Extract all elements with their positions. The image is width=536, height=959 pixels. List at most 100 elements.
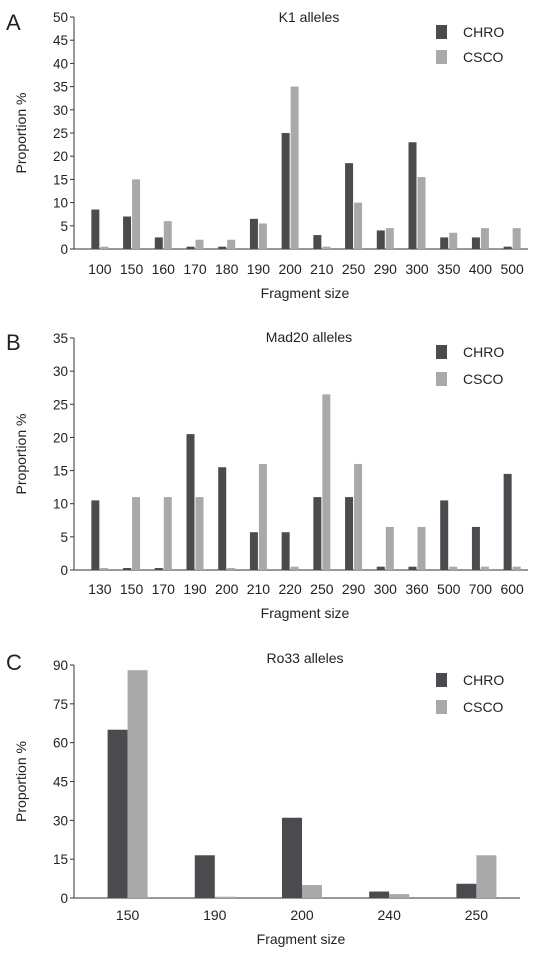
panel-c-bar-csco — [389, 894, 410, 898]
panel-c-x-axis-label: Fragment size — [257, 931, 346, 947]
panel-c-bar-csco — [214, 896, 235, 898]
panel-b-bar-chro — [249, 532, 258, 570]
panel-c-legend-label-csco: CSCO — [463, 699, 504, 715]
panel-a-bar-chro — [471, 237, 480, 249]
panel-c-bar-chro — [369, 891, 390, 898]
panel-c-x-tick-label: 200 — [290, 907, 314, 923]
panel-b-x-tick-label: 150 — [120, 581, 144, 597]
panel-a-bar-csco — [195, 239, 204, 249]
panel-c-y-tick-label: 90 — [53, 658, 68, 673]
panel-a-x-tick-label: 160 — [152, 261, 176, 277]
panel-c-x-tick-label: 240 — [378, 907, 402, 923]
panel-a-x-tick-label: 200 — [278, 261, 302, 277]
panel-b-bar-csco — [449, 566, 458, 570]
panel-a-bar-chro — [218, 246, 227, 249]
panel-c-y-tick-label: 75 — [53, 697, 68, 712]
panel-b-x-tick-label: 190 — [183, 581, 207, 597]
panel-c-y-tick-label: 0 — [60, 891, 68, 906]
panel-b-bar-chro — [503, 473, 512, 570]
panel-b-bar-csco — [163, 497, 172, 570]
panel-a-bar-chro — [249, 218, 258, 249]
panel-a-x-tick-label: 350 — [437, 261, 461, 277]
panel-c-y-tick-label: 60 — [53, 736, 68, 751]
panel-b-bar-csco — [480, 566, 489, 570]
panel-a-bar-chro — [503, 246, 512, 249]
panel-a-bar-chro — [376, 230, 385, 249]
panel-a-bar-csco — [512, 228, 521, 249]
panel-b-bar-chro — [313, 497, 322, 570]
panel-a-y-tick-label: 20 — [53, 149, 68, 164]
panel-b-y-tick-label: 15 — [53, 464, 68, 479]
panel-a-x-tick-label: 170 — [183, 261, 207, 277]
panel-b-bar-csco — [385, 526, 394, 570]
panel-b-bar-chro — [408, 566, 417, 570]
panel-c-legend-swatch-chro — [436, 673, 447, 687]
panel-b-y-tick-label: 20 — [53, 430, 68, 445]
panel-b-x-tick-label: 600 — [500, 581, 524, 597]
panel-b-legend-label-chro: CHRO — [463, 344, 504, 360]
panel-a-bar-chro — [91, 209, 100, 249]
panel-b-bar-chro — [281, 532, 290, 570]
panel-a-bar-csco — [417, 177, 426, 249]
panel-a-bar-chro — [408, 142, 417, 249]
panel-c-bar-chro — [456, 883, 477, 898]
panel-b-legend-label-csco: CSCO — [463, 371, 504, 387]
panel-a-letter: A — [6, 10, 21, 35]
panel-b-x-tick-label: 700 — [469, 581, 493, 597]
panel-a-x-tick-label: 150 — [120, 261, 144, 277]
panel-b-bar-csco — [227, 568, 236, 570]
panel-b-y-tick-label: 35 — [53, 331, 68, 346]
panel-a-y-tick-label: 35 — [53, 80, 68, 95]
panel-b-legend-swatch-chro — [436, 345, 447, 359]
panel-a-bar-chro — [123, 216, 132, 249]
panel-b-bar-chro — [376, 566, 385, 570]
panel-c-y-tick-label: 15 — [53, 852, 68, 867]
panel-a-bar-chro — [186, 246, 195, 249]
panel-b-bar-chro — [186, 434, 195, 570]
panel-c-bar-csco — [476, 855, 497, 898]
panel-b-bar-csco — [195, 497, 204, 570]
panel-b-y-tick-label: 25 — [53, 397, 68, 412]
panel-a-bar-csco — [227, 239, 236, 249]
panel-c-bar-chro — [107, 729, 128, 898]
panel-b-bar-chro — [471, 526, 480, 570]
panel-a-x-tick-label: 300 — [405, 261, 429, 277]
panel-a-y-tick-label: 40 — [53, 56, 68, 71]
panel-a-bar-chro — [154, 237, 163, 249]
panel-c-title: Ro33 alleles — [266, 650, 343, 666]
panel-b-x-axis-label: Fragment size — [261, 605, 350, 621]
panel-a-x-tick-label: 180 — [215, 261, 239, 277]
panel-b-bar-chro — [218, 467, 227, 570]
panel-a-legend-label-chro: CHRO — [463, 24, 504, 40]
panel-b-x-tick-label: 250 — [310, 581, 334, 597]
panel-a-bar-chro — [281, 133, 290, 249]
panel-a-y-tick-label: 30 — [53, 103, 68, 118]
panel-a-y-tick-label: 0 — [60, 242, 68, 257]
panel-a-x-tick-label: 190 — [247, 261, 271, 277]
panel-b-y-tick-label: 0 — [60, 563, 68, 578]
panel-c-bar-csco — [127, 670, 148, 898]
panel-a-x-axis-label: Fragment size — [261, 285, 350, 301]
panel-b-bar-csco — [132, 497, 141, 570]
panel-c-y-tick-label: 30 — [53, 813, 68, 828]
panel-a-y-tick-label: 10 — [53, 196, 68, 211]
panel-b-y-tick-label: 30 — [53, 364, 68, 379]
panel-b-bar-csco — [354, 463, 363, 570]
panel-b-bar-csco — [258, 463, 267, 570]
panel-b-legend-swatch-csco — [436, 372, 447, 386]
panel-b-letter: B — [6, 330, 21, 355]
panel-b-y-tick-label: 10 — [53, 497, 68, 512]
panel-a-y-tick-label: 25 — [53, 126, 68, 141]
panel-b-x-tick-label: 130 — [88, 581, 112, 597]
panel-a-bar-csco — [258, 223, 267, 249]
panel-a-bar-csco — [322, 246, 331, 249]
panel-c-bar-chro — [194, 855, 215, 898]
panel-c-y-tick-label: 45 — [53, 775, 68, 790]
panel-b-x-tick-label: 360 — [405, 581, 429, 597]
panel-b-x-tick-label: 220 — [278, 581, 302, 597]
panel-a-y-tick-label: 45 — [53, 33, 68, 48]
panel-c-legend-label-chro: CHRO — [463, 672, 504, 688]
panel-c-x-tick-label: 150 — [116, 907, 140, 923]
panel-a-legend-swatch-csco — [436, 50, 447, 64]
